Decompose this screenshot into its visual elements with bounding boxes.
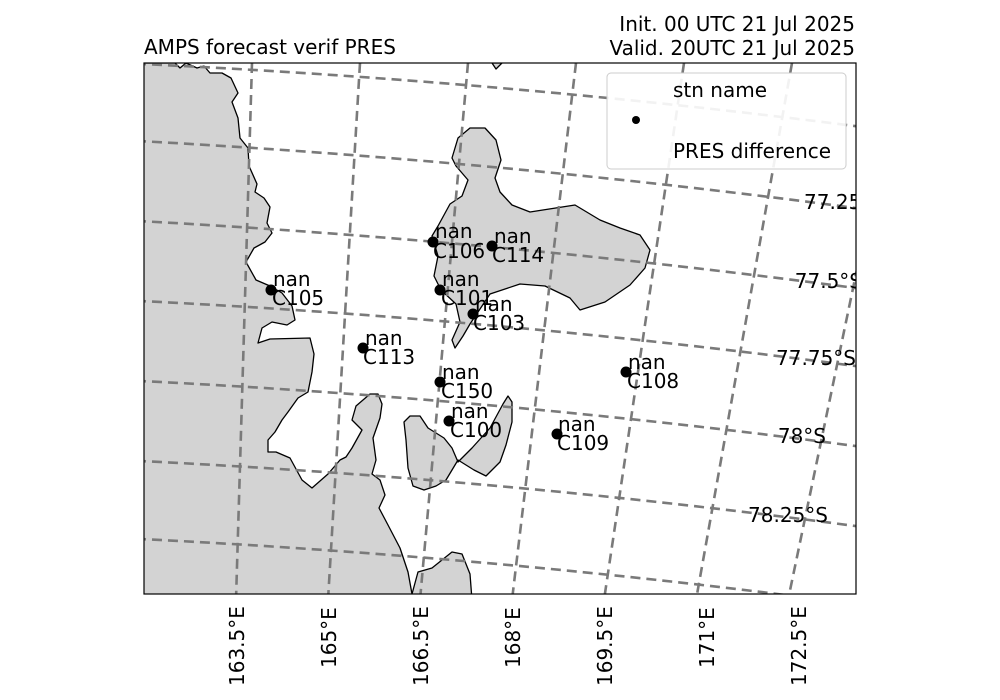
legend-value-label: PRES difference	[673, 139, 831, 163]
station[interactable]: nan C101	[434, 267, 494, 310]
lon-gridline	[787, 267, 856, 594]
station-value: nan	[558, 412, 596, 436]
lat-label: 77.75°S	[776, 346, 856, 370]
station-name: C114	[492, 243, 544, 267]
station-value: nan	[435, 219, 473, 243]
stations: nan C106 nan C114 nan C105 nan C101 nan …	[265, 219, 680, 455]
station-name: C109	[557, 431, 609, 455]
station-value: nan	[365, 326, 403, 350]
station-marker	[434, 376, 446, 388]
lat-gridline	[144, 379, 856, 448]
station[interactable]: nan C114	[486, 224, 545, 267]
station-marker	[486, 240, 498, 252]
station[interactable]: nan C105	[265, 267, 325, 310]
lon-label: 166.5°E	[409, 606, 433, 686]
station-name: C108	[627, 369, 679, 393]
station-value: nan	[628, 350, 666, 374]
init-time: Init. 00 UTC 21 Jul 2025	[619, 12, 855, 36]
station-marker	[551, 428, 563, 440]
lat-label: 77.25°S	[804, 190, 884, 214]
station-name: C100	[450, 418, 502, 442]
longitude-gridlines	[234, 63, 856, 594]
lat-gridline	[144, 219, 856, 290]
lat-label: 78°S	[778, 424, 826, 448]
station-value: nan	[494, 224, 532, 248]
station-value: nan	[442, 267, 480, 291]
station-name: C103	[473, 311, 525, 335]
legend-name-label: stn name	[673, 78, 767, 102]
land-south-spit	[411, 551, 473, 594]
station-name: C105	[272, 286, 324, 310]
lon-label: 172.5°E	[787, 606, 811, 686]
station-value: nan	[442, 360, 480, 384]
station[interactable]: nan C103	[467, 292, 526, 335]
land-top-fragment	[491, 63, 503, 70]
lon-gridline	[327, 63, 362, 594]
lon-gridline	[603, 63, 686, 594]
station-marker	[265, 284, 277, 296]
station-value: nan	[273, 267, 311, 291]
station[interactable]: nan C108	[620, 350, 680, 393]
lon-label: 168°E	[501, 607, 525, 668]
land-west-coast	[144, 63, 413, 594]
station-marker	[620, 366, 632, 378]
lon-label: 163.5°E	[225, 606, 249, 686]
station-marker	[427, 236, 439, 248]
station-name: C101	[441, 286, 493, 310]
station-name: C150	[441, 379, 493, 403]
lat-gridline	[144, 459, 856, 528]
station[interactable]: nan C150	[434, 360, 494, 403]
legend-marker	[632, 116, 640, 124]
legend-box	[606, 72, 847, 170]
station-value: nan	[475, 292, 513, 316]
longitude-labels: 163.5°E 165°E 166.5°E 168°E 169.5°E 171°…	[225, 606, 811, 686]
station-name: C113	[363, 345, 415, 369]
lon-label: 169.5°E	[593, 606, 617, 686]
lon-gridline	[234, 63, 254, 594]
station[interactable]: nan C100	[443, 399, 503, 442]
lon-label: 171°E	[695, 607, 719, 668]
station[interactable]: nan C113	[357, 326, 416, 369]
lat-gridline	[144, 537, 788, 594]
lat-label: 77.5°S	[795, 269, 862, 293]
station-marker	[357, 342, 369, 354]
lon-gridline	[419, 63, 470, 594]
map-title: AMPS forecast verif PRES	[144, 35, 396, 59]
station-name: C106	[433, 239, 485, 263]
station-marker	[467, 308, 479, 320]
station[interactable]: nan C106	[427, 219, 486, 263]
forecast-time-block: Init. 00 UTC 21 Jul 2025 Valid. 20UTC 21…	[609, 12, 855, 60]
valid-time: Valid. 20UTC 21 Jul 2025	[609, 36, 855, 60]
lon-label: 165°E	[317, 607, 341, 668]
lat-label: 78.25°S	[748, 503, 828, 527]
lat-gridline	[144, 139, 856, 210]
lon-gridline	[511, 63, 578, 594]
lat-gridline	[144, 299, 856, 368]
station-marker	[434, 284, 446, 296]
map-frame	[143, 62, 857, 595]
station[interactable]: nan C109	[551, 412, 610, 455]
legend: stn name PRES difference	[606, 72, 847, 170]
station-value: nan	[451, 399, 489, 423]
lon-gridline	[695, 63, 794, 594]
station-marker	[443, 415, 455, 427]
